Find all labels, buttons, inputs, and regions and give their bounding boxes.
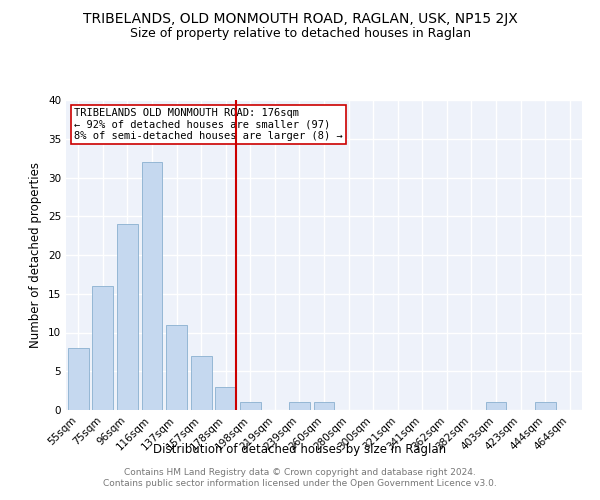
Text: TRIBELANDS, OLD MONMOUTH ROAD, RAGLAN, USK, NP15 2JX: TRIBELANDS, OLD MONMOUTH ROAD, RAGLAN, U…	[83, 12, 517, 26]
Bar	[117, 224, 138, 410]
Bar	[215, 387, 236, 410]
Bar	[142, 162, 163, 410]
Bar	[485, 402, 506, 410]
Bar	[240, 402, 261, 410]
Text: TRIBELANDS OLD MONMOUTH ROAD: 176sqm
← 92% of detached houses are smaller (97)
8: TRIBELANDS OLD MONMOUTH ROAD: 176sqm ← 9…	[74, 108, 343, 141]
Bar	[535, 402, 556, 410]
Text: Contains HM Land Registry data © Crown copyright and database right 2024.
Contai: Contains HM Land Registry data © Crown c…	[103, 468, 497, 487]
Bar	[191, 356, 212, 410]
Text: Distribution of detached houses by size in Raglan: Distribution of detached houses by size …	[154, 442, 446, 456]
Text: Size of property relative to detached houses in Raglan: Size of property relative to detached ho…	[130, 28, 470, 40]
Bar	[166, 325, 187, 410]
Bar	[289, 402, 310, 410]
Bar	[68, 348, 89, 410]
Bar	[314, 402, 334, 410]
Bar	[92, 286, 113, 410]
Y-axis label: Number of detached properties: Number of detached properties	[29, 162, 43, 348]
